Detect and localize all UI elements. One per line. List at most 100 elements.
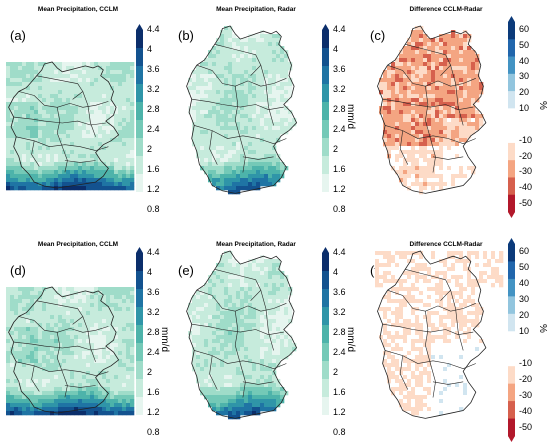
grid-cell [260,299,265,304]
grid-cell [38,134,43,139]
grid-cell [106,399,111,404]
grid-cell [451,182,456,187]
grid-cell [268,267,273,272]
grid-cell [78,178,83,183]
grid-cell [399,86,404,91]
grid-cell [14,98,19,103]
grid-cell [94,383,99,388]
grid-cell [240,399,245,404]
grid-cell [98,130,103,135]
grid-cell [70,94,75,99]
grid-cell [459,267,464,272]
grid-cell [264,363,269,368]
colorbar-tick-label: 1.6 [147,164,160,174]
grid-cell [399,134,404,139]
grid-cell [220,411,225,416]
grid-cell [419,114,424,119]
grid-cell [22,319,27,324]
grid-cell [18,311,23,316]
grid-cell [6,303,11,308]
grid-cell [467,86,472,91]
grid-cell [284,287,289,292]
grid-cell [126,90,131,95]
grid-cell [18,62,23,67]
grid-cell [86,78,91,83]
grid-cell [10,411,15,416]
grid-cell [98,375,103,380]
grid-cell [276,178,281,183]
grid-cell [439,182,444,187]
grid-cell [130,339,135,344]
grid-cell [74,106,79,111]
grid-cell [252,315,257,320]
grid-cell [70,407,75,412]
grid-cell [387,106,392,111]
grid-cell [224,182,229,187]
grid-cell [42,106,47,111]
grid-cell [443,255,448,260]
grid-cell [264,106,269,111]
colorbar-tick-label: 60 [519,23,530,34]
grid-cell [411,50,416,55]
grid-cell [447,118,452,123]
grid-cell [419,259,424,264]
grid-cell [439,134,444,139]
grid-cell [110,343,115,348]
grid-cell [228,102,233,107]
grid-cell [200,86,205,91]
grid-cell [220,126,225,131]
grid-cell [431,251,436,256]
grid-cell [42,399,47,404]
grid-cell [232,335,237,340]
grid-cell [212,379,217,384]
grid-cell [216,339,221,344]
grid-cell [26,375,31,380]
grid-cell [451,267,456,272]
grid-cell [22,66,27,71]
grid-cell [268,154,273,159]
grid-cell [232,311,237,316]
grid-cell [42,391,47,396]
grid-cell [260,126,265,131]
grid-cell [284,98,289,103]
grid-cell [58,335,63,340]
grid-cell [411,106,416,111]
grid-cell [74,367,79,372]
grid-cell [126,110,131,115]
grid-cell [260,307,265,312]
grid-cell [30,70,35,75]
grid-cell [272,130,277,135]
grid-cell [244,395,249,400]
grid-cell [256,118,261,123]
grid-cell [196,375,201,380]
grid-cell [387,110,392,115]
grid-cell [447,46,452,51]
grid-cell [212,178,217,183]
grid-cell [280,295,285,300]
grid-cell [228,86,233,91]
grid-cell [78,355,83,360]
grid-cell [118,371,123,376]
grid-cell [62,130,67,135]
grid-cell [82,170,87,175]
grid-cell [46,186,51,191]
grid-cell [118,110,123,115]
grid-cell [459,158,464,163]
grid-cell [94,186,99,191]
grid-cell [70,311,75,316]
grid-cell [443,90,448,95]
grid-cell [58,343,63,348]
grid-cell [236,102,241,107]
grid-cell [487,263,492,268]
grid-cell [196,154,201,159]
grid-cell [407,162,412,167]
grid-cell [399,58,404,63]
grid-cell [411,271,416,276]
grid-cell [208,291,213,296]
grid-cell [66,122,71,127]
grid-cell [379,275,384,280]
grid-cell [130,70,135,75]
grid-cell [252,411,257,416]
grid-cell [415,271,420,276]
grid-cell [70,106,75,111]
